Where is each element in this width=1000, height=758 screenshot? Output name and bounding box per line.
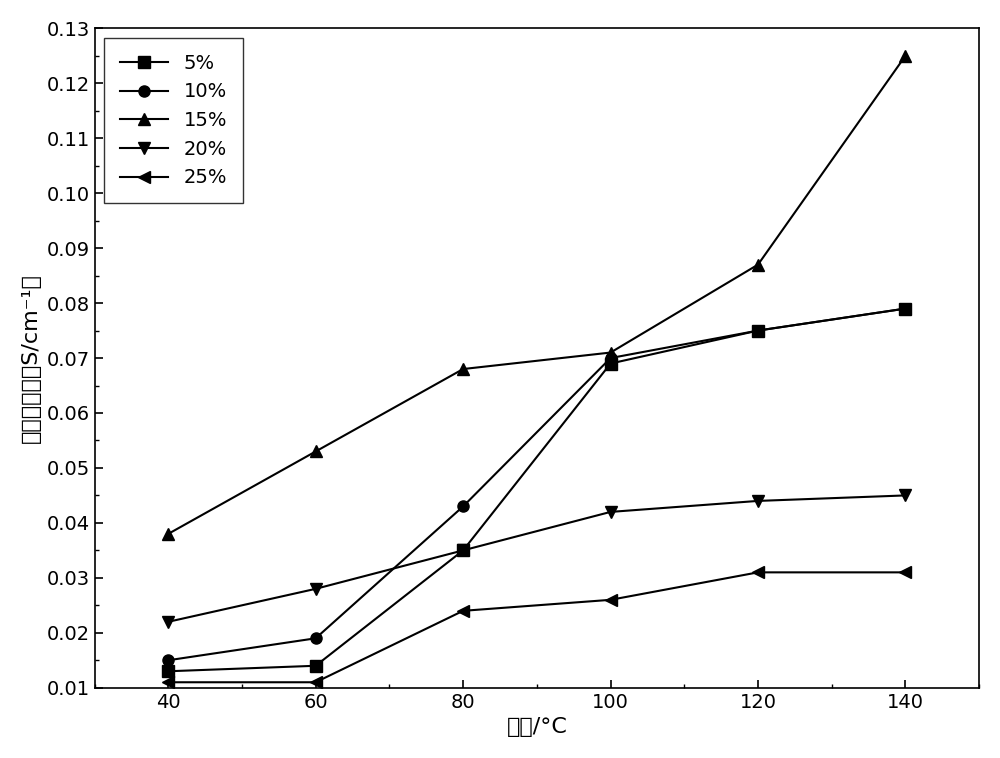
- 10%: [457, 502, 469, 511]
- 20%: [310, 584, 322, 594]
- 10%: [752, 326, 764, 335]
- 20%: [162, 617, 174, 626]
- 10%: [899, 304, 911, 313]
- 25%: [457, 606, 469, 615]
- 25%: [605, 595, 617, 604]
- Line: 25%: 25%: [163, 567, 911, 688]
- Line: 20%: 20%: [163, 490, 911, 628]
- 5%: [752, 326, 764, 335]
- 5%: [310, 661, 322, 670]
- 5%: [605, 359, 617, 368]
- 20%: [752, 496, 764, 506]
- 5%: [457, 546, 469, 555]
- 15%: [310, 447, 322, 456]
- 5%: [162, 667, 174, 676]
- 25%: [752, 568, 764, 577]
- 25%: [310, 678, 322, 687]
- 15%: [162, 529, 174, 538]
- 5%: [899, 304, 911, 313]
- 20%: [457, 546, 469, 555]
- 20%: [899, 491, 911, 500]
- 10%: [310, 634, 322, 643]
- 15%: [605, 348, 617, 357]
- X-axis label: 温度/°C: 温度/°C: [506, 717, 567, 738]
- 15%: [457, 365, 469, 374]
- 25%: [162, 678, 174, 687]
- Line: 10%: 10%: [163, 303, 911, 666]
- 15%: [899, 52, 911, 61]
- 10%: [605, 353, 617, 362]
- Y-axis label: 离子导电率（S/cm⁻¹）: 离子导电率（S/cm⁻¹）: [21, 273, 41, 443]
- Line: 15%: 15%: [163, 50, 911, 540]
- 20%: [605, 507, 617, 516]
- 15%: [752, 260, 764, 269]
- Legend: 5%, 10%, 15%, 20%, 25%: 5%, 10%, 15%, 20%, 25%: [104, 38, 243, 203]
- 25%: [899, 568, 911, 577]
- 10%: [162, 656, 174, 665]
- Line: 5%: 5%: [163, 303, 911, 677]
